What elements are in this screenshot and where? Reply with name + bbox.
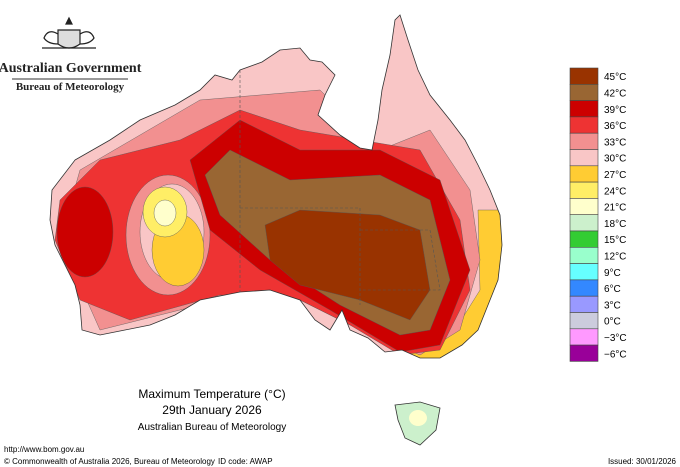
legend-swatch [569, 181, 599, 199]
legend-swatch [569, 328, 599, 346]
coast-27 [379, 209, 502, 358]
legend-label: 3°C [604, 300, 621, 311]
legend-label: 39°C [604, 105, 626, 116]
legend-label: 45°C [604, 72, 626, 83]
map-date: 29th January 2026 [162, 403, 262, 417]
legend-label: 12°C [604, 251, 626, 262]
footer-id: ID code: AWAP [218, 457, 273, 466]
legend-swatch [569, 247, 599, 264]
legend: 45°C 42°C 39°C 36°C 33°C 30°C 27°C 24°C 21°C 18°C… [569, 67, 627, 362]
legend-label: 42°C [604, 88, 626, 99]
region-39 [56, 186, 114, 278]
legend-swatch [569, 165, 599, 183]
legend-swatch [569, 116, 599, 134]
legend-swatch [569, 344, 599, 362]
legend-label: 21°C [604, 203, 626, 214]
crest [42, 16, 96, 49]
state-borders [239, 70, 441, 305]
map-title: Maximum Temperature (°C) [138, 387, 285, 401]
legend-label: 15°C [604, 235, 626, 246]
legend-swatch [569, 263, 599, 281]
legend-label: 24°C [604, 186, 626, 197]
legend-label: 0°C [604, 317, 621, 328]
legend-swatch [569, 100, 599, 118]
map-source: Australian Bureau of Meteorology [138, 422, 286, 433]
footer-url: http://www.bom.gov.au [4, 445, 84, 454]
legend-swatch [569, 84, 599, 101]
header-subtitle: Bureau of Meteorology [16, 81, 125, 93]
legend-swatch [569, 149, 599, 167]
legend-label: 30°C [604, 154, 626, 165]
legend-label: 18°C [604, 219, 626, 230]
legend-label: −6°C [604, 349, 627, 360]
legend-label: 36°C [604, 121, 626, 132]
footer-issued: Issued: 30/01/2026 [608, 457, 677, 466]
legend-swatch [569, 198, 599, 215]
legend-label: 33°C [604, 137, 626, 148]
legend-swatch [569, 312, 599, 330]
region-45 [264, 209, 431, 321]
legend-label: −3°C [604, 333, 627, 344]
footer-copyright: © Commonwealth of Australia 2026, Bureau… [4, 457, 215, 466]
legend-swatch [569, 295, 599, 313]
region-21 [153, 199, 177, 227]
legend-swatch [569, 230, 599, 248]
legend-label: 27°C [604, 170, 626, 181]
legend-swatch [569, 67, 599, 85]
legend-label: 6°C [604, 284, 621, 295]
legend-label: 9°C [604, 268, 621, 279]
header-title: Australian Government [0, 61, 142, 76]
legend-swatch [569, 132, 599, 150]
legend-swatch [569, 279, 599, 297]
tasmania-21 [409, 410, 427, 426]
legend-swatch [569, 214, 599, 232]
